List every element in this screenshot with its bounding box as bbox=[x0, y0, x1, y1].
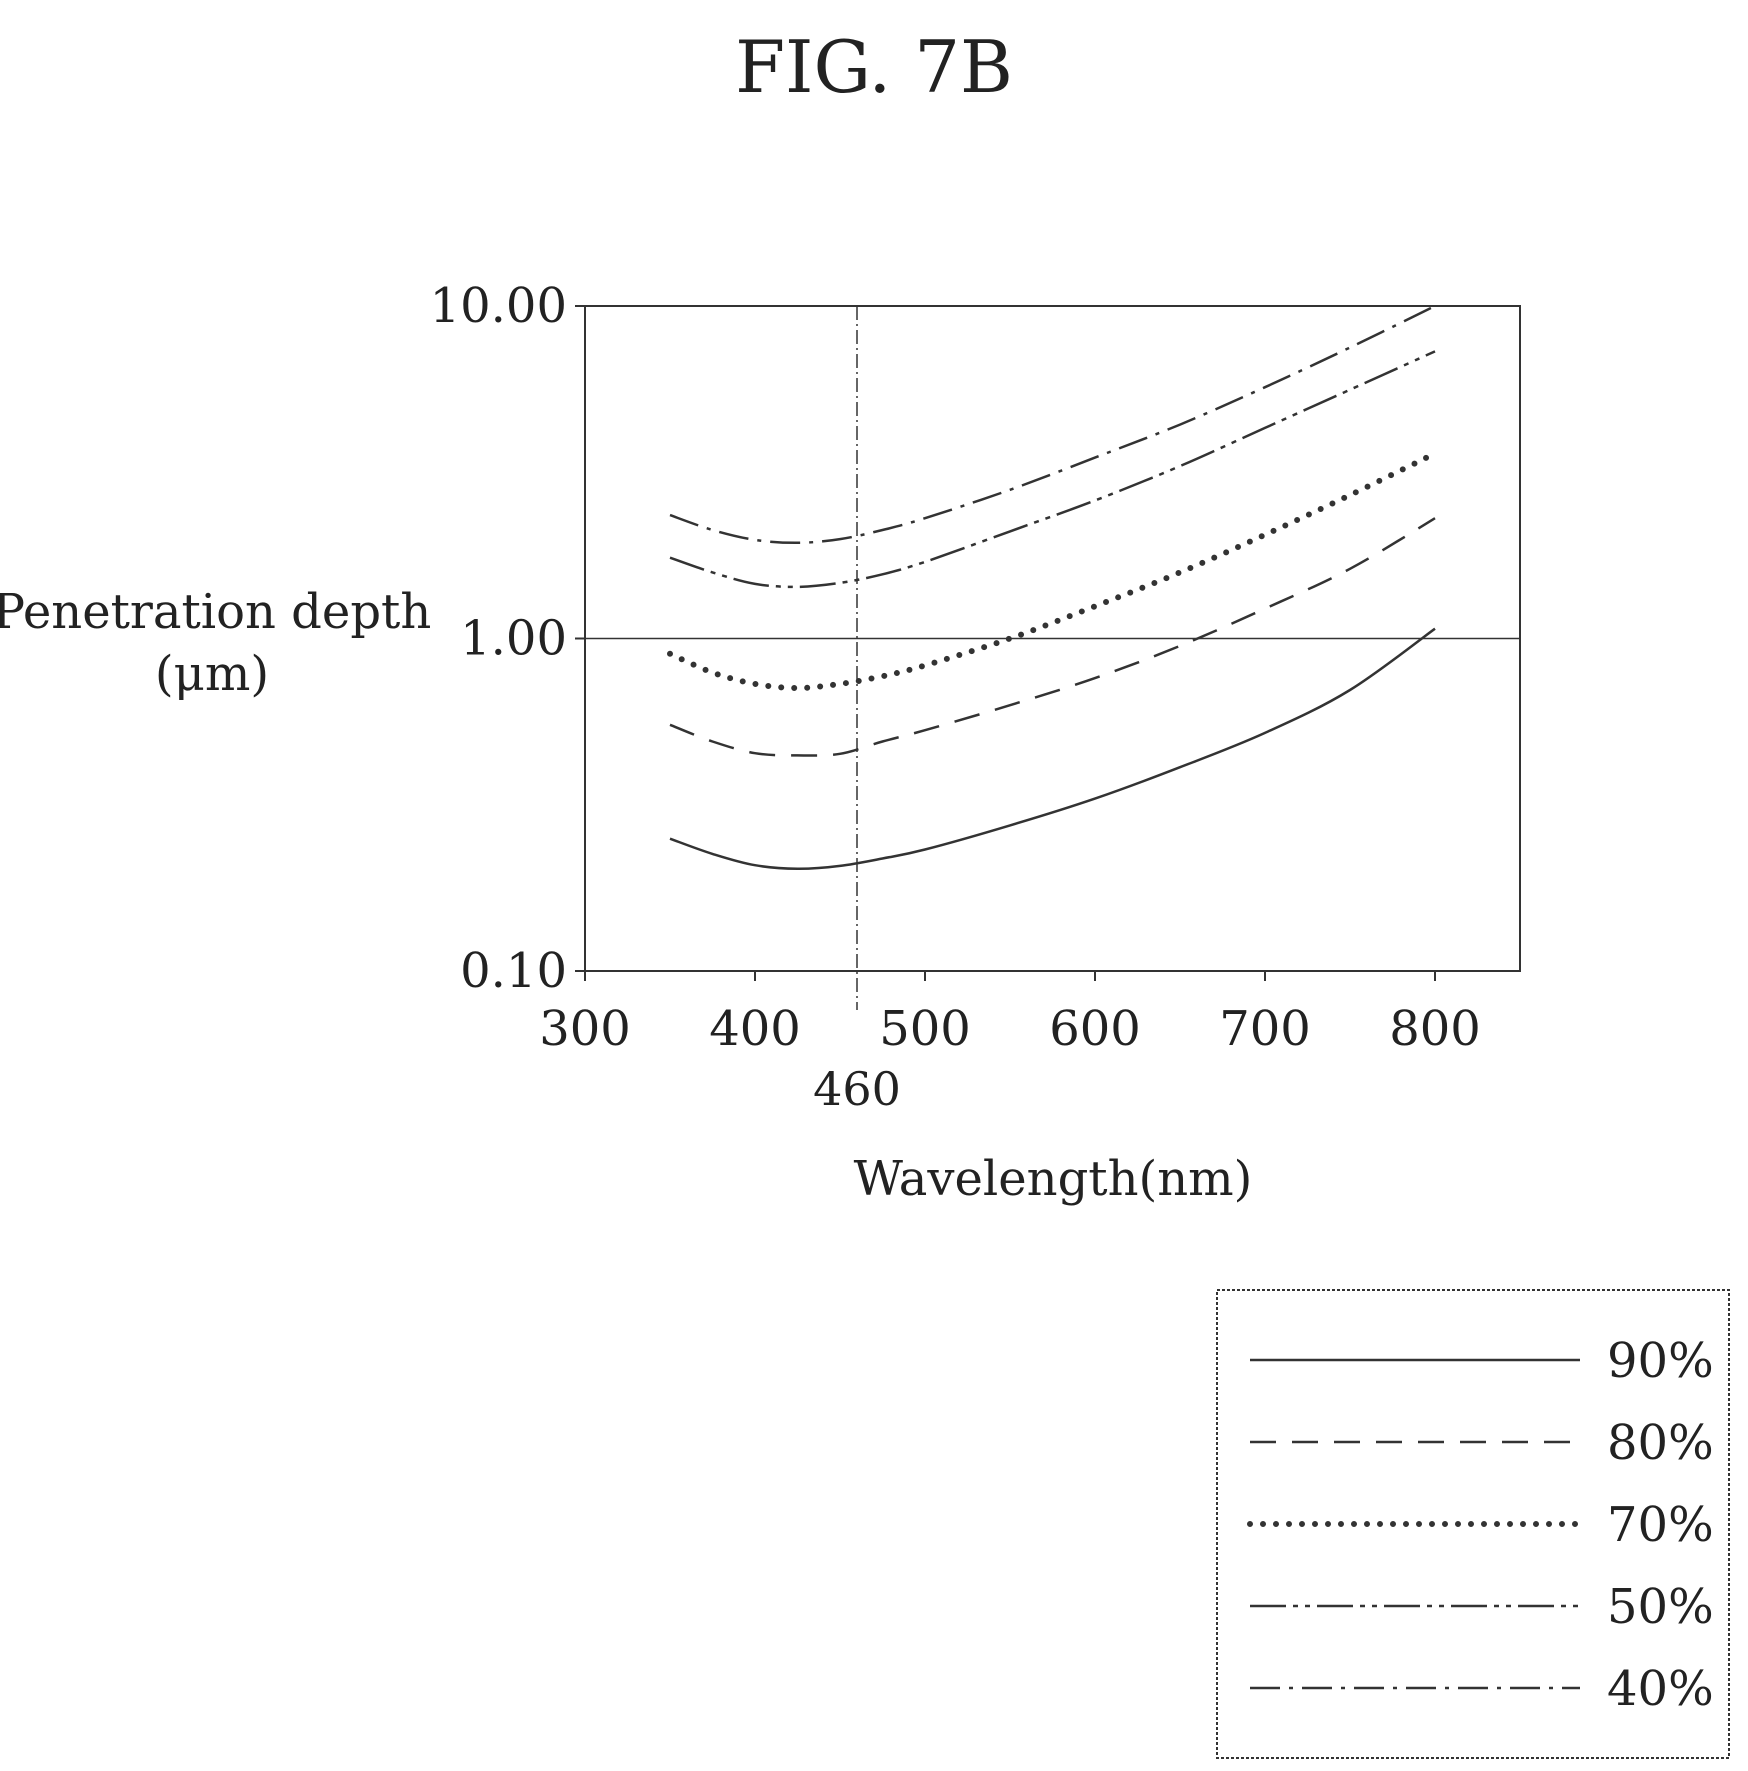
y-axis-ticks: 0.10 1.00 10.00 bbox=[430, 278, 585, 999]
series-line-50pct bbox=[669, 350, 1436, 589]
x-tick-label: 300 bbox=[539, 1001, 631, 1057]
x-tick-label: 400 bbox=[709, 1001, 801, 1057]
x-tick-label: 500 bbox=[879, 1001, 971, 1057]
legend-label-50pct: 50% bbox=[1607, 1579, 1714, 1635]
x-axis-ticks: 300 400 500 600 700 800 bbox=[539, 971, 1481, 1057]
series-line-80pct bbox=[669, 517, 1436, 757]
x-tick-label: 700 bbox=[1219, 1001, 1311, 1057]
y-tick-label: 1.00 bbox=[460, 611, 567, 667]
y-tick-label: 10.00 bbox=[430, 278, 567, 334]
series-line-90pct bbox=[669, 627, 1436, 871]
y-tick-label: 0.10 bbox=[460, 943, 567, 999]
legend-label-90pct: 90% bbox=[1607, 1333, 1714, 1389]
y-axis-label-line1: Penetration depth bbox=[0, 584, 431, 640]
legend-label-80pct: 80% bbox=[1607, 1415, 1714, 1471]
legend-label-70pct: 70% bbox=[1607, 1497, 1714, 1553]
x-tick-label: 600 bbox=[1049, 1001, 1141, 1057]
legend-label-40pct: 40% bbox=[1607, 1661, 1714, 1717]
figure-label: FIG. 7B bbox=[735, 25, 1013, 109]
reference-line-label: 460 bbox=[813, 1062, 901, 1116]
x-axis-label: Wavelength(nm) bbox=[854, 1151, 1253, 1207]
x-tick-label: 800 bbox=[1389, 1001, 1481, 1057]
legend-items: 90% 80% 70% 50% 40% bbox=[1247, 1333, 1714, 1717]
y-axis-label-line2: (μm) bbox=[155, 646, 269, 702]
plot-area: 300 400 500 600 700 800 0.10 1.00 10.00 bbox=[430, 278, 1521, 1057]
legend-frame bbox=[1216, 1289, 1730, 1759]
series-line-40pct bbox=[669, 304, 1436, 545]
series-line-70pct bbox=[667, 450, 1438, 692]
legend: 90% 80% 70% 50% 40% bbox=[1216, 1289, 1730, 1759]
series-layer bbox=[667, 304, 1438, 871]
